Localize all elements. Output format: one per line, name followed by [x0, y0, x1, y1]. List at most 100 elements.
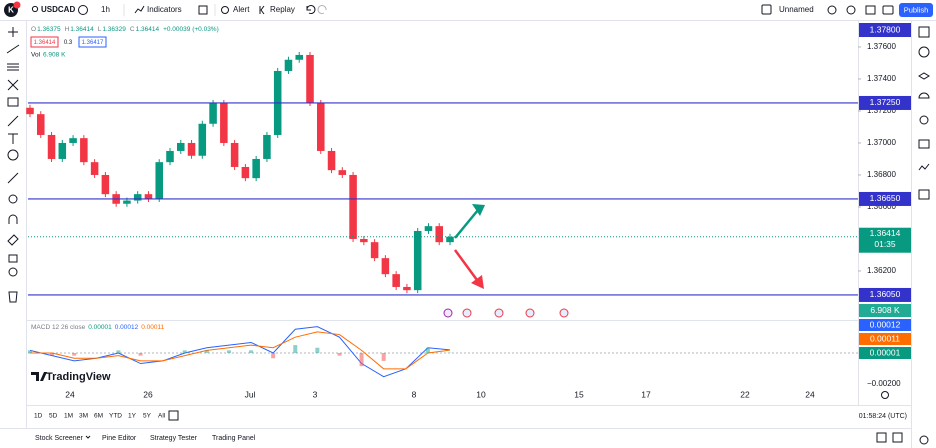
candle-body	[26, 107, 34, 115]
candle-body	[349, 174, 357, 239]
watermark: TradingView	[46, 371, 111, 383]
x-tick-label: 26	[143, 389, 153, 399]
add-symbol[interactable]	[78, 5, 88, 15]
fullscreen[interactable]	[865, 5, 876, 15]
candle-body	[123, 200, 131, 204]
macd-legend-name: MACD 12 26 close	[31, 324, 86, 331]
sell-price[interactable]: 1.36414	[34, 40, 56, 46]
pattern-tool[interactable]	[7, 79, 19, 91]
alert-button[interactable]: Alert	[233, 5, 250, 14]
text-tool[interactable]	[8, 133, 18, 144]
settings[interactable]	[846, 5, 856, 15]
chat-icon[interactable]	[918, 139, 930, 149]
visibility-tool[interactable]	[8, 267, 18, 277]
range-button[interactable]: 1D	[34, 413, 43, 420]
replay-button[interactable]: Replay	[270, 5, 295, 14]
range-button[interactable]: 6M	[94, 413, 103, 420]
ideas-icon[interactable]	[919, 115, 929, 125]
fib-tool[interactable]	[7, 63, 19, 71]
redo[interactable]	[317, 5, 327, 14]
ohlc-key: L	[98, 26, 102, 33]
y-tick-label: 1.36200	[867, 266, 896, 275]
range-button[interactable]: YTD	[109, 413, 122, 420]
date-range-icon[interactable]	[168, 410, 179, 421]
templates-icon[interactable]	[198, 5, 208, 15]
indicators-button[interactable]: Indicators	[147, 5, 182, 14]
event-icon[interactable]	[462, 308, 472, 318]
stay-drawing-tool[interactable]	[7, 234, 19, 246]
x-tick-label: 15	[574, 389, 584, 399]
publish-button[interactable]: Publish	[904, 5, 929, 14]
layout-name[interactable]: Unnamed	[779, 5, 814, 14]
candle-body	[381, 258, 390, 275]
bottom-tab[interactable]: Trading Panel	[212, 435, 256, 442]
x-tick-label: 10	[476, 389, 486, 399]
down-arrow	[453, 249, 479, 281]
range-button[interactable]: 1Y	[128, 413, 137, 420]
candle-body	[144, 194, 153, 199]
symbol[interactable]: USDCAD	[41, 5, 75, 14]
event-icon[interactable]	[494, 308, 504, 318]
snapshot[interactable]	[882, 5, 894, 15]
candle-body	[403, 286, 411, 291]
y-tick-label: 1.37400	[867, 74, 896, 83]
icons-tool[interactable]	[7, 149, 19, 161]
maximize-panel[interactable]	[892, 432, 903, 443]
projection-tool[interactable]	[7, 97, 19, 107]
buy-price[interactable]: 1.36417	[82, 40, 104, 46]
measure-tool[interactable]	[7, 172, 19, 184]
quick-search[interactable]	[827, 5, 837, 15]
search-icon	[31, 5, 39, 13]
candle-body	[155, 162, 163, 199]
event-icon[interactable]	[559, 308, 569, 318]
macd-axis-label: 0.00012	[870, 319, 901, 329]
bottom-tab[interactable]: Strategy Tester	[150, 435, 198, 442]
interval[interactable]: 1h	[101, 5, 110, 14]
publish-button-bg[interactable]	[899, 3, 933, 17]
help-icon[interactable]	[919, 435, 929, 445]
candle-body	[37, 114, 45, 135]
candle-body	[101, 174, 110, 195]
range-button[interactable]: 5Y	[143, 413, 152, 420]
event-icon[interactable]	[443, 308, 453, 318]
sell-box[interactable]	[30, 36, 59, 48]
range-button[interactable]: 3M	[79, 413, 88, 420]
range-button[interactable]: 5D	[49, 413, 58, 420]
bottom-tab[interactable]: Stock Screener	[35, 435, 84, 442]
tab-dropdown[interactable]	[85, 435, 91, 439]
ohlc-change: +0.00039 (+0.03%)	[163, 26, 219, 33]
range-button[interactable]: All	[158, 413, 166, 420]
layers-icon[interactable]	[918, 72, 930, 80]
y-tick-label: 1.36800	[867, 170, 896, 179]
brush-tool[interactable]	[7, 115, 19, 127]
countdown: 01:35	[874, 239, 896, 249]
ohlc-value: 1.36414	[136, 26, 160, 33]
time-axis-settings[interactable]	[881, 391, 889, 399]
buy-box[interactable]	[78, 36, 107, 48]
bottom-tab[interactable]: Pine Editor	[102, 435, 137, 442]
macd-legend: MACD 12 26 close 0.00001 0.00012 0.00011	[31, 324, 165, 331]
candle-body	[241, 166, 250, 179]
magnet-tool[interactable]	[8, 214, 18, 224]
macd-histogram	[116, 350, 121, 353]
lock-tool[interactable]	[8, 254, 18, 263]
level-label-bg	[859, 23, 911, 37]
collapse-panel[interactable]	[876, 432, 887, 443]
zoom-tool[interactable]	[8, 194, 18, 204]
undo[interactable]	[306, 5, 316, 14]
crosshair-tool[interactable]	[8, 27, 18, 37]
calendar-icon[interactable]	[918, 163, 930, 171]
x-tick-label: 22	[740, 389, 750, 399]
logo-letter: K	[8, 6, 14, 15]
delete-tool[interactable]	[8, 291, 18, 303]
trendline-tool[interactable]	[6, 44, 20, 54]
plot: 1.37600 1.37400 1.37200 1.37000 1.36800 1.366…	[26, 23, 911, 399]
event-icon[interactable]	[525, 308, 535, 318]
hotlist-icon[interactable]	[918, 92, 930, 99]
watchlist-icon[interactable]	[918, 26, 930, 38]
range-button[interactable]: 1M	[64, 413, 73, 420]
ohlc-value: 1.36414	[70, 26, 94, 33]
x-tick-label: 17	[641, 389, 651, 399]
notes-icon[interactable]	[918, 189, 930, 200]
alerts-icon[interactable]	[918, 46, 930, 58]
